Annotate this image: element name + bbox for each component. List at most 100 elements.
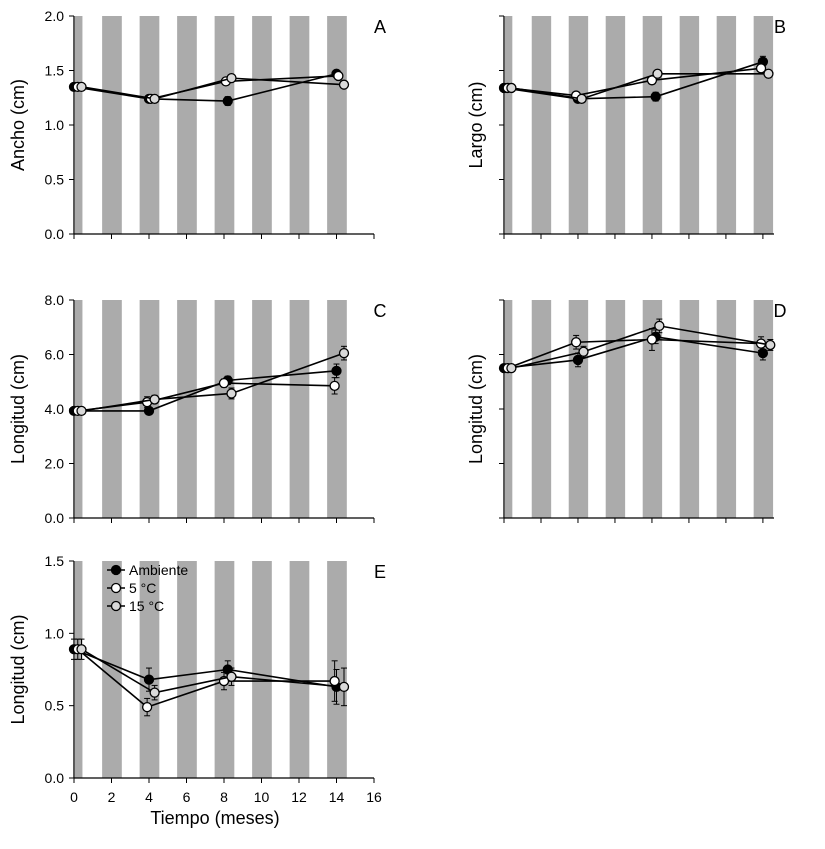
shaded-band bbox=[139, 16, 160, 234]
shaded-band bbox=[679, 16, 700, 234]
series-line bbox=[73, 648, 337, 688]
x-tick-label: 14 bbox=[329, 789, 345, 805]
shaded-band bbox=[102, 300, 122, 518]
series-line bbox=[81, 648, 345, 694]
y-tick-label: 0.5 bbox=[45, 698, 65, 714]
series-line bbox=[511, 72, 769, 100]
y-tick-label: 8.0 bbox=[45, 292, 65, 308]
series-line bbox=[503, 335, 764, 369]
legend-marker bbox=[110, 564, 122, 576]
data-point bbox=[149, 394, 160, 405]
x-tick-label: 6 bbox=[183, 789, 191, 805]
shaded-band bbox=[289, 16, 310, 234]
data-point bbox=[222, 95, 233, 107]
legend-label: Ambiente bbox=[129, 562, 188, 578]
y-axis-label: Longitud (cm) bbox=[8, 614, 28, 724]
shaded-band bbox=[505, 300, 513, 518]
data-point bbox=[572, 354, 584, 366]
data-point bbox=[506, 82, 517, 94]
data-point bbox=[765, 339, 776, 351]
y-axis-label: Largo (cm) bbox=[466, 81, 486, 168]
shaded-band bbox=[75, 16, 83, 234]
shaded-band bbox=[214, 300, 235, 518]
data-point bbox=[576, 93, 587, 104]
series-line bbox=[81, 352, 345, 412]
y-axis-label: Longitud (cm) bbox=[466, 354, 486, 464]
y-tick-label: 0.0 bbox=[45, 226, 65, 242]
series-line bbox=[503, 61, 764, 100]
panel-letter: B bbox=[774, 17, 786, 37]
legend: Ambiente 5 °C 15 °C bbox=[107, 562, 188, 614]
panel-letter: C bbox=[374, 301, 387, 321]
legend-label: 5 °C bbox=[129, 580, 156, 596]
shaded-band bbox=[289, 561, 310, 778]
data-point bbox=[646, 334, 658, 345]
shaded-band bbox=[252, 16, 272, 234]
data-point bbox=[338, 681, 350, 693]
y-tick-label: 2.0 bbox=[45, 8, 65, 24]
data-point bbox=[331, 365, 342, 377]
data-point bbox=[76, 81, 87, 92]
y-axis-label: Longitud (cm) bbox=[8, 354, 28, 464]
data-point bbox=[218, 377, 230, 389]
chart-panel-a: 0.0 0.5 1.0 1.5 2.0 Ancho (cm) A bbox=[8, 8, 386, 242]
data-point bbox=[143, 674, 155, 685]
data-point bbox=[506, 362, 517, 374]
legend-marker bbox=[110, 600, 122, 612]
data-point bbox=[329, 675, 340, 687]
shaded-band bbox=[177, 16, 197, 234]
shaded-band bbox=[531, 16, 552, 234]
y-tick-label: 0.5 bbox=[45, 172, 65, 188]
data-point bbox=[226, 671, 237, 682]
data-point bbox=[578, 346, 589, 357]
legend-marker bbox=[110, 582, 122, 594]
data-point bbox=[226, 388, 237, 399]
data-point bbox=[149, 687, 160, 698]
shaded-band bbox=[505, 16, 513, 234]
y-tick-label: 6.0 bbox=[45, 347, 65, 363]
shaded-band bbox=[716, 300, 737, 518]
data-point bbox=[755, 63, 767, 74]
shaded-band bbox=[716, 16, 737, 234]
shaded-band bbox=[252, 300, 272, 518]
shaded-band bbox=[214, 16, 235, 234]
x-tick-label: 4 bbox=[145, 789, 153, 805]
shaded-band bbox=[605, 300, 626, 518]
shaded-band bbox=[177, 300, 197, 518]
shaded-band bbox=[327, 16, 347, 234]
y-tick-label: 1.5 bbox=[45, 63, 65, 79]
y-tick-label: 1.0 bbox=[45, 117, 65, 133]
data-point bbox=[652, 68, 663, 79]
y-tick-label: 4.0 bbox=[45, 401, 65, 417]
shaded-band bbox=[102, 16, 122, 234]
y-tick-label: 1.5 bbox=[45, 553, 65, 569]
x-tick-label: 2 bbox=[108, 789, 116, 805]
data-point bbox=[141, 701, 153, 713]
shaded-band bbox=[177, 561, 197, 778]
data-point bbox=[763, 68, 774, 79]
data-point bbox=[76, 405, 87, 417]
shaded-band bbox=[289, 300, 310, 518]
data-point bbox=[654, 320, 665, 332]
chart-panel-d: Longitud (cm) D bbox=[466, 299, 787, 523]
shaded-band bbox=[327, 300, 347, 518]
data-point bbox=[76, 644, 87, 655]
panel-letter: A bbox=[374, 17, 386, 37]
y-tick-label: 2.0 bbox=[45, 456, 65, 472]
data-point bbox=[226, 72, 237, 84]
shaded-band bbox=[605, 16, 626, 234]
shaded-band bbox=[642, 16, 663, 234]
series-line bbox=[511, 325, 771, 369]
shaded-band bbox=[75, 561, 83, 778]
shaded-band bbox=[642, 300, 663, 518]
legend-label: 15 °C bbox=[129, 598, 164, 614]
data-point bbox=[333, 70, 344, 82]
data-point bbox=[650, 91, 661, 102]
chart-panel-b: Largo (cm) B bbox=[466, 15, 786, 239]
panel-letter: E bbox=[374, 562, 386, 582]
data-point bbox=[329, 380, 340, 391]
shaded-band bbox=[753, 300, 774, 518]
shaded-band bbox=[568, 300, 589, 518]
shaded-band bbox=[531, 300, 552, 518]
